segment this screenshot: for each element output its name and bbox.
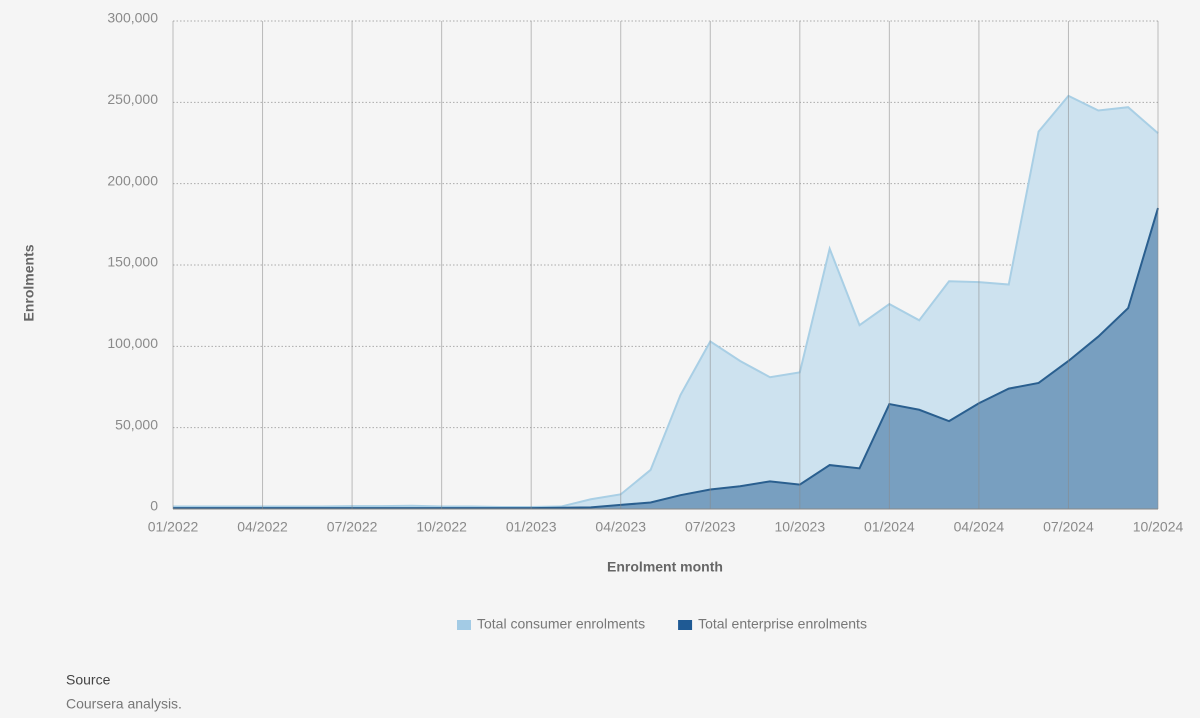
area-line <box>173 207 1159 510</box>
y-tick-label: 300,000 <box>107 10 158 26</box>
y-tick-label: 0 <box>150 498 158 514</box>
source-text: Coursera analysis. <box>66 696 182 712</box>
y-axis-title: Enrolments <box>21 244 37 321</box>
x-tick-label: 10/2022 <box>416 519 467 535</box>
y-tick-label: 200,000 <box>107 172 158 188</box>
y-tick-label: 250,000 <box>107 91 158 107</box>
area-line <box>173 94 1159 509</box>
area <box>173 208 1158 510</box>
y-tick-label: 50,000 <box>115 416 158 432</box>
y-tick-label: 150,000 <box>107 254 158 270</box>
x-tick-label: 10/2024 <box>1133 519 1184 535</box>
x-tick-label: 07/2023 <box>685 519 736 535</box>
legend-label: Total enterprise enrolments <box>698 616 867 632</box>
x-axis-title: Enrolment month <box>607 559 723 575</box>
x-tick-label: 07/2024 <box>1043 519 1094 535</box>
legend-label: Total consumer enrolments <box>477 616 645 632</box>
y-tick-label: 100,000 <box>107 335 158 351</box>
x-tick-label: 01/2022 <box>148 519 199 535</box>
x-tick-label: 10/2023 <box>775 519 826 535</box>
x-tick-label: 07/2022 <box>327 519 378 535</box>
source-heading: Source <box>66 672 111 688</box>
x-tick-label: 01/2024 <box>864 519 915 535</box>
legend-swatch <box>457 620 471 630</box>
x-tick-label: 04/2023 <box>595 519 646 535</box>
area <box>173 95 1158 510</box>
x-tick-label: 04/2024 <box>954 519 1005 535</box>
legend-swatch <box>678 620 693 630</box>
x-tick-label: 04/2022 <box>237 519 288 535</box>
x-tick-label: 01/2023 <box>506 519 557 535</box>
